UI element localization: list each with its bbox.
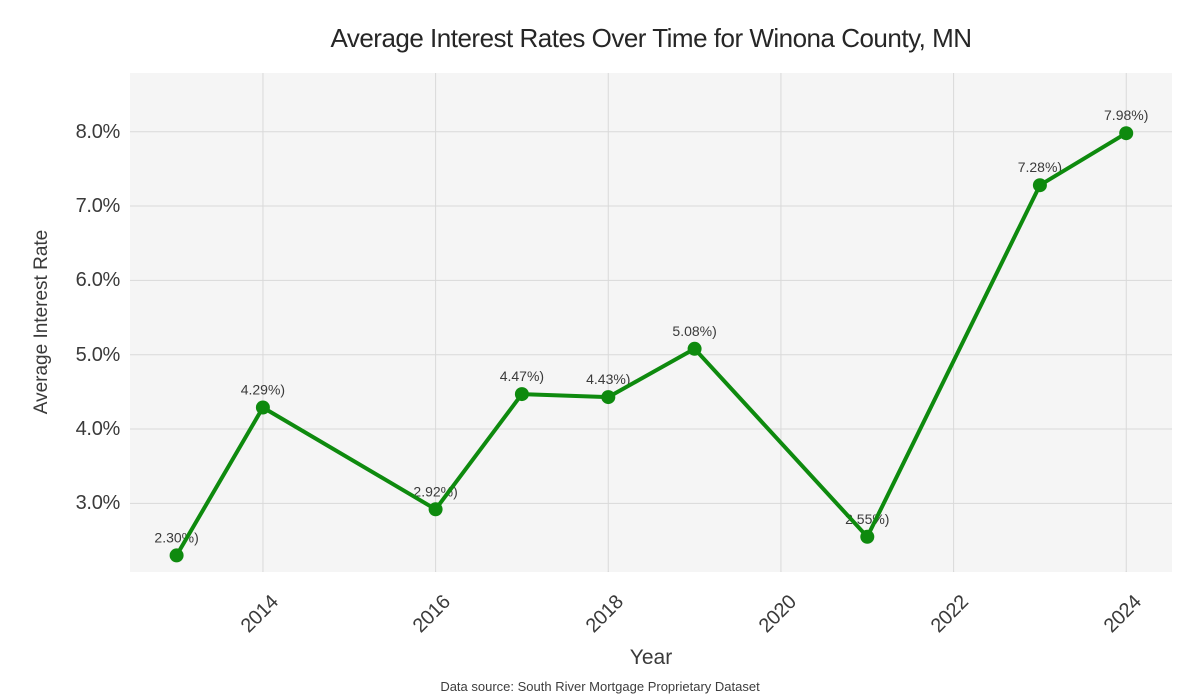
- point-label: 7.98%): [1104, 107, 1148, 123]
- x-tick-label: 2024: [1099, 591, 1146, 638]
- point-label: 5.08%): [672, 323, 716, 339]
- y-tick-label: 7.0%: [75, 195, 121, 218]
- x-tick-label: 2020: [754, 591, 801, 638]
- data-point-marker: [169, 548, 184, 563]
- x-tick-label: 2014: [236, 591, 283, 638]
- data-point-marker: [1119, 126, 1134, 141]
- x-tick-label: 2018: [581, 591, 628, 638]
- chart-title: Average Interest Rates Over Time for Win…: [330, 23, 972, 53]
- y-tick-label: 6.0%: [75, 269, 121, 292]
- y-axis-label: Average Interest Rate: [31, 229, 52, 415]
- y-tick-label: 4.0%: [75, 418, 121, 441]
- data-point-marker: [687, 341, 702, 356]
- x-axis-label: Year: [629, 646, 673, 669]
- data-point-marker: [860, 529, 875, 544]
- data-point-marker: [601, 390, 616, 405]
- plot-area: 2.30%)4.29%)2.92%)4.47%) 4.43%)5.08%)2.55…: [130, 73, 1172, 572]
- x-tick-label: 2016: [408, 591, 456, 638]
- data-line: [174, 131, 1129, 558]
- point-label: 4.47%): [500, 368, 544, 384]
- data-source-note: Data source: South River Mortgage Propri…: [440, 679, 760, 694]
- y-tick-label: 5.0%: [75, 343, 121, 366]
- data-point-marker: [428, 502, 443, 517]
- data-point-marker: [514, 387, 529, 402]
- point-label: 4.29%): [241, 382, 285, 398]
- data-point-marker: [255, 400, 270, 415]
- point-label: 4.43%): [586, 371, 630, 387]
- y-tick-label: 3.0%: [75, 492, 121, 515]
- y-tick-label: 8.0%: [75, 120, 121, 143]
- data-point-marker: [1032, 178, 1047, 193]
- x-tick-label: 2022: [926, 591, 974, 638]
- point-label: 7.28%): [1018, 159, 1062, 175]
- logo: South River Mortgage: [0, 608, 140, 688]
